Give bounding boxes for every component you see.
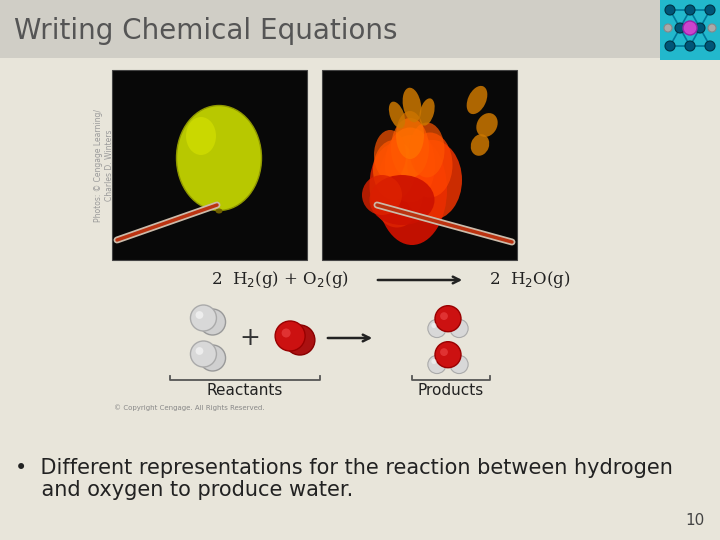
Ellipse shape — [389, 102, 405, 129]
Bar — [0, 0, 720, 58]
Circle shape — [275, 321, 305, 351]
Ellipse shape — [373, 140, 415, 200]
Text: +: + — [240, 326, 261, 350]
Circle shape — [196, 347, 203, 355]
Circle shape — [708, 24, 716, 32]
Bar — [660, 0, 720, 60]
Text: Products: Products — [418, 383, 484, 398]
Circle shape — [196, 311, 203, 319]
Text: © Copyright Cengage. All Rights Reserved.: © Copyright Cengage. All Rights Reserved… — [114, 404, 264, 411]
Text: •  Different representations for the reaction between hydrogen: • Different representations for the reac… — [15, 458, 673, 478]
Ellipse shape — [477, 113, 498, 137]
Circle shape — [199, 309, 225, 335]
Circle shape — [285, 325, 315, 355]
Ellipse shape — [385, 127, 435, 202]
Ellipse shape — [391, 118, 429, 178]
Circle shape — [435, 342, 461, 368]
Text: 2  H$_2$(g) + O$_2$(g): 2 H$_2$(g) + O$_2$(g) — [211, 269, 349, 291]
Circle shape — [683, 21, 697, 35]
Circle shape — [428, 355, 446, 374]
Ellipse shape — [467, 86, 487, 114]
Ellipse shape — [186, 117, 216, 155]
Circle shape — [282, 328, 291, 338]
Ellipse shape — [471, 134, 490, 156]
Ellipse shape — [377, 135, 447, 245]
Ellipse shape — [410, 123, 444, 178]
Ellipse shape — [402, 87, 421, 122]
Circle shape — [428, 319, 446, 338]
Ellipse shape — [369, 175, 434, 225]
Circle shape — [440, 312, 448, 320]
Text: Reactants: Reactants — [207, 383, 283, 398]
Text: 10: 10 — [685, 513, 705, 528]
Circle shape — [440, 348, 448, 356]
Circle shape — [450, 355, 468, 374]
Ellipse shape — [215, 208, 222, 213]
Ellipse shape — [374, 130, 406, 180]
Ellipse shape — [396, 111, 424, 159]
Circle shape — [665, 5, 675, 15]
Circle shape — [435, 306, 461, 332]
Ellipse shape — [402, 140, 462, 220]
Circle shape — [705, 41, 715, 51]
Circle shape — [664, 24, 672, 32]
Circle shape — [431, 359, 436, 364]
Ellipse shape — [408, 132, 452, 198]
Circle shape — [685, 41, 695, 51]
Circle shape — [191, 341, 217, 367]
Text: Writing Chemical Equations: Writing Chemical Equations — [14, 17, 397, 45]
Ellipse shape — [369, 143, 425, 227]
Ellipse shape — [362, 175, 402, 215]
Text: Photos: © Cengage Learning/
Charles D. Winters: Photos: © Cengage Learning/ Charles D. W… — [94, 109, 114, 221]
Bar — [112, 70, 307, 260]
Circle shape — [685, 5, 695, 15]
Text: and oxygen to produce water.: and oxygen to produce water. — [15, 480, 354, 500]
Bar — [322, 70, 517, 260]
Bar — [0, 58, 720, 540]
Ellipse shape — [419, 98, 435, 126]
Circle shape — [705, 5, 715, 15]
Circle shape — [695, 23, 705, 33]
Text: 2  H$_2$O(g): 2 H$_2$O(g) — [489, 269, 571, 291]
Circle shape — [450, 319, 468, 338]
Ellipse shape — [176, 105, 261, 211]
Circle shape — [675, 23, 685, 33]
Circle shape — [199, 345, 225, 371]
Circle shape — [665, 41, 675, 51]
Circle shape — [191, 305, 217, 331]
Circle shape — [431, 323, 436, 328]
